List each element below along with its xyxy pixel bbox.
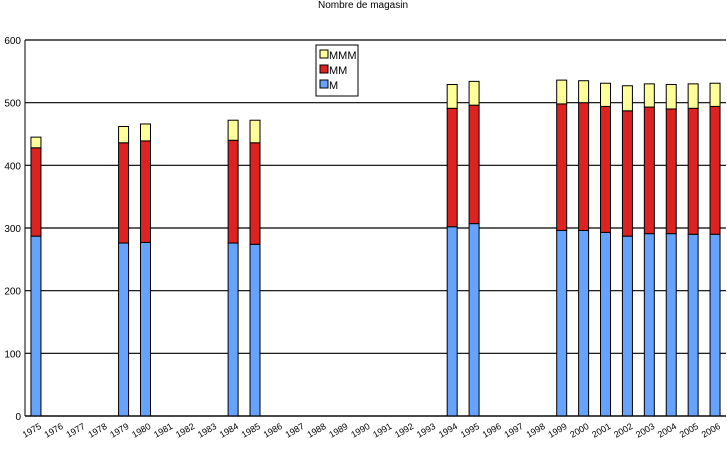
x-tick-label: 1994	[437, 421, 459, 440]
x-tick-label: 1992	[393, 421, 415, 440]
bar-MM-1994	[446, 107, 458, 228]
y-tick-label: 100	[4, 349, 21, 360]
y-tick-label: 500	[4, 99, 21, 110]
x-tick-label: 2005	[678, 421, 700, 440]
legend-label-MM: MM	[329, 65, 347, 77]
x-tick-label: 1983	[196, 421, 218, 440]
x-tick-label: 1993	[415, 421, 437, 440]
bar-MM-1999	[556, 103, 568, 232]
y-tick-label: 300	[4, 224, 21, 235]
bar-MMM-1979	[118, 125, 130, 144]
bar-MM-1980	[139, 140, 151, 243]
gridlines	[25, 39, 726, 417]
bar-M-1984	[227, 242, 239, 417]
bar-M-1975	[30, 235, 42, 417]
bar-MM-2003	[643, 106, 655, 235]
bar-M-2005	[687, 233, 699, 417]
bar-MMM-1994	[446, 83, 458, 109]
bar-M-1994	[446, 226, 458, 417]
y-tick-label: 200	[4, 287, 21, 298]
x-tick-label: 1975	[21, 421, 43, 440]
bar-MMM-2004	[665, 83, 677, 110]
bar-MM-2005	[687, 107, 699, 235]
x-tick-label: 1986	[262, 421, 284, 440]
bar-M-2001	[600, 231, 612, 417]
x-tick-label: 1988	[305, 421, 327, 440]
x-tick-label: 1978	[86, 421, 108, 440]
x-tick-label: 1999	[546, 421, 568, 440]
x-tick-label: 2003	[634, 421, 656, 440]
y-tick-label: 600	[4, 36, 21, 47]
legend-swatch-M	[319, 79, 329, 89]
bar-MM-2001	[600, 105, 612, 233]
x-tick-label: 1982	[174, 421, 196, 440]
bar-M-2002	[621, 235, 633, 417]
bar-MMM-2001	[600, 82, 612, 107]
bar-M-1999	[556, 230, 568, 417]
x-tick-label: 1979	[108, 421, 130, 440]
bar-MM-2002	[621, 110, 633, 237]
bar-M-1995	[468, 223, 480, 417]
bar-MM-1975	[30, 147, 42, 237]
bar-MM-1979	[118, 142, 130, 244]
bar-MM-2000	[578, 102, 590, 232]
chart-title: Nombre de magasin	[318, 0, 408, 11]
bar-MMM-2005	[687, 83, 699, 109]
x-tick-label: 2001	[590, 421, 612, 440]
bar-MMM-1995	[468, 80, 480, 106]
x-tick-label: 2002	[612, 421, 634, 440]
legend-label-M: M	[329, 80, 338, 92]
x-tick-label: 1996	[481, 421, 503, 440]
bar-MMM-1985	[249, 119, 261, 144]
x-tick-label: 1995	[459, 421, 481, 440]
bar-MMM-1975	[30, 136, 42, 149]
bar-MM-1984	[227, 139, 239, 244]
legend-label-MMM: MMM	[329, 50, 357, 62]
x-tick-label: 1980	[130, 421, 152, 440]
bar-MMM-1999	[556, 79, 568, 105]
x-axis: 1975 1976 1977 1978 1979 1980 1981 1982 1983 1984…	[21, 415, 726, 440]
bar-M-1985	[249, 243, 261, 417]
legend-swatch-MM	[319, 64, 329, 74]
x-tick-label: 1990	[349, 421, 371, 440]
x-tick-label: 1976	[43, 421, 65, 440]
bar-MMM-1984	[227, 119, 239, 141]
bar-MMM-2003	[643, 83, 655, 108]
y-axis: 0 100 200 300 400 500 600	[4, 36, 26, 423]
x-tick-label: 1987	[283, 421, 305, 440]
legend-swatch-MMM	[319, 49, 329, 59]
bar-MMM-1980	[139, 123, 151, 142]
bar-M-1979	[118, 242, 130, 417]
y-tick-label: 0	[15, 412, 21, 423]
x-tick-label: 2004	[656, 421, 678, 440]
bar-M-2003	[643, 233, 655, 417]
bar-MM-2004	[665, 108, 677, 235]
x-tick-label: 1997	[503, 421, 525, 440]
bar-M-2006	[709, 233, 721, 417]
x-tick-label: 1984	[218, 421, 240, 440]
bar-M-2000	[578, 230, 590, 417]
x-tick-label: 1981	[152, 421, 174, 440]
x-tick-label: 2000	[568, 421, 590, 440]
bar-MM-1985	[249, 142, 261, 245]
bars	[30, 79, 721, 417]
bar-MM-1995	[468, 104, 480, 225]
bar-M-2004	[665, 233, 677, 417]
bar-MMM-2002	[621, 85, 633, 112]
x-tick-label: 1989	[327, 421, 349, 440]
y-tick-label: 400	[4, 161, 21, 172]
x-tick-label: 1985	[240, 421, 262, 440]
bar-M-1980	[139, 241, 151, 417]
x-tick-label: 1991	[371, 421, 393, 440]
x-tick-label: 1998	[524, 421, 546, 440]
x-tick-label: 2006	[700, 421, 722, 440]
x-tick-label: 1977	[64, 421, 86, 440]
bar-MM-2006	[709, 105, 721, 235]
bar-MMM-2006	[709, 82, 721, 107]
bar-MMM-2000	[578, 80, 590, 104]
